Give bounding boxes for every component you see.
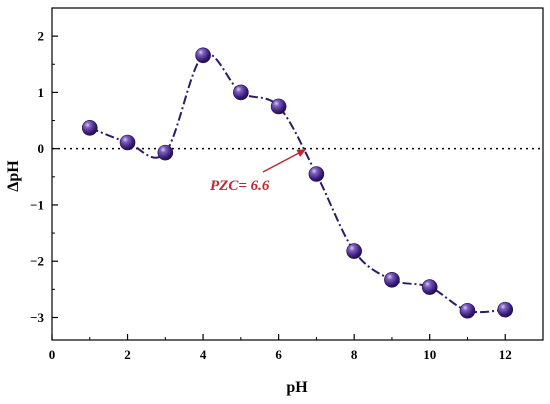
pzc-arrow xyxy=(262,149,307,173)
data-point xyxy=(308,166,325,182)
plot-frame xyxy=(51,7,544,341)
x-tick-label: 4 xyxy=(200,347,207,362)
series-markers xyxy=(81,47,514,319)
data-point xyxy=(233,84,249,101)
y-tick-label: −3 xyxy=(30,310,44,325)
data-point xyxy=(421,279,438,295)
x-tick-label: 6 xyxy=(275,347,282,362)
data-point xyxy=(384,271,400,288)
data-point xyxy=(346,243,362,259)
y-tick-label: 1 xyxy=(38,85,45,100)
data-point xyxy=(157,144,174,161)
y-tick-label: 2 xyxy=(38,29,45,44)
y-tick-label: −2 xyxy=(30,254,44,269)
x-tick-label: 0 xyxy=(49,347,56,362)
x-tick-label: 10 xyxy=(423,347,436,362)
data-point xyxy=(195,47,211,64)
data-point xyxy=(270,98,287,115)
data-point xyxy=(81,120,98,136)
pzc-annotation: PZC= 6.6 xyxy=(210,178,270,194)
y-tick-label: 0 xyxy=(38,141,45,156)
x-tick-label: 2 xyxy=(124,347,131,362)
data-point xyxy=(497,301,514,318)
axis-ticks xyxy=(51,7,506,340)
x-axis-title: pH xyxy=(286,379,308,396)
y-axis-title: ΔpH xyxy=(5,160,22,192)
x-tick-label: 12 xyxy=(499,347,512,362)
y-tick-label: −1 xyxy=(30,197,44,212)
data-point xyxy=(119,134,136,151)
data-point xyxy=(459,302,476,319)
series-line xyxy=(89,52,506,314)
x-tick-label: 8 xyxy=(351,347,358,362)
